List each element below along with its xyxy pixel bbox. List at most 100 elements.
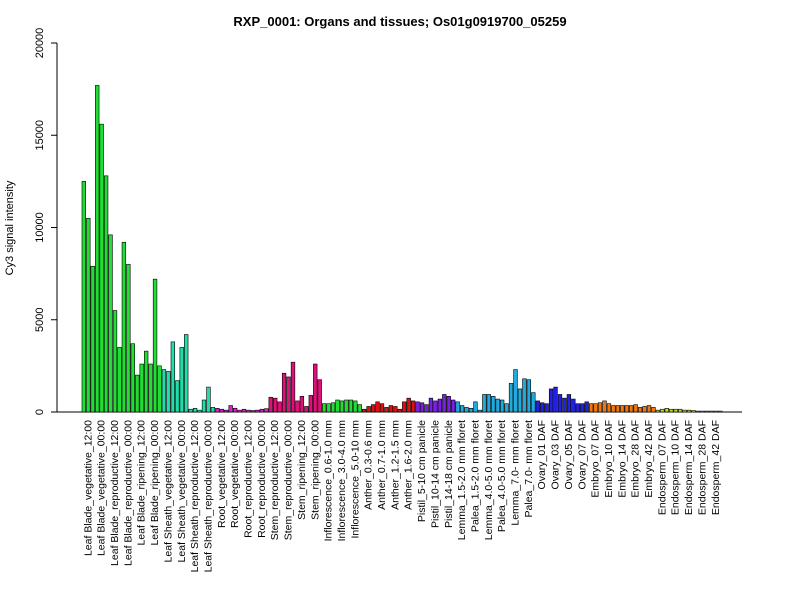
bar [709, 410, 714, 413]
bar [339, 400, 345, 413]
x-category-label: Leaf Sheath_reproductive_00:00 [202, 420, 214, 573]
x-category-label: Stem_ripening_12:00 [296, 420, 308, 520]
bar [682, 409, 687, 413]
chart-title: RXP_0001: Organs and tissues; Os01g09197… [233, 14, 566, 29]
bar [228, 405, 233, 413]
bar [379, 403, 385, 413]
bar [126, 264, 131, 413]
x-category-label: Palea_7.0- mm floret [523, 420, 535, 518]
x-category-label: Embryo_14 DAF [616, 420, 628, 498]
bar [255, 409, 260, 413]
bar [611, 405, 616, 413]
bar [597, 402, 603, 413]
x-category-label: Embryo_10 DAF [603, 420, 615, 498]
bar [669, 408, 674, 413]
x-category-label: Leaf Blade_vegetative_00:00 [96, 420, 108, 556]
bar [273, 397, 278, 413]
x-category-label: Leaf Blade_ripening_00:00 [149, 420, 161, 546]
bar [642, 406, 647, 413]
bar [362, 408, 367, 413]
bar [184, 334, 189, 413]
x-category-label: Leaf Sheath_vegetative_12:00 [162, 420, 174, 563]
bar [86, 217, 91, 413]
bar [504, 403, 509, 413]
x-category-label: Embryo_07 DAF [590, 420, 602, 498]
y-tick-label: 5000 [34, 308, 46, 332]
bar [281, 372, 287, 413]
bar [419, 402, 425, 413]
bar [166, 371, 171, 413]
x-category-label: Leaf Sheath_vegetative_00:00 [176, 420, 188, 563]
bar [148, 363, 153, 413]
x-category-label: Root_reproductive_00:00 [256, 420, 268, 538]
bar [406, 397, 411, 413]
bar [299, 396, 305, 413]
bar [264, 408, 269, 413]
bar [397, 408, 402, 413]
bar [575, 403, 580, 413]
bar [606, 403, 612, 413]
x-category-label: Ovary_07 DAF [576, 420, 588, 489]
bar [95, 85, 100, 413]
category-labels: Leaf Blade_vegetative_12:00 Leaf Blade_ve… [82, 420, 721, 573]
bar [402, 401, 407, 413]
x-category-label: Ovary_05 DAF [563, 420, 575, 489]
bar [330, 402, 336, 413]
x-category-label: Embryo_42 DAF [643, 420, 655, 498]
bar [562, 397, 567, 413]
bar [152, 278, 158, 413]
bar [522, 378, 527, 413]
x-category-label: Leaf Blade_ripening_12:00 [136, 420, 148, 546]
bar [428, 397, 434, 413]
bar [486, 394, 491, 413]
bar [393, 406, 398, 413]
bar [553, 386, 558, 413]
bar [615, 405, 621, 413]
bar [233, 408, 238, 413]
bar [468, 408, 474, 413]
x-category-label: Anther_0.7-1.0 mm [376, 420, 388, 510]
bar [90, 265, 95, 413]
bar [584, 401, 589, 413]
bar [624, 405, 629, 413]
bar [135, 374, 140, 413]
bar [326, 403, 331, 413]
bar [99, 123, 104, 413]
bar [646, 405, 652, 413]
bar [588, 403, 594, 413]
bar [686, 409, 692, 413]
bar [566, 394, 572, 413]
bar [206, 386, 211, 413]
x-category-label: Lemma_7.0- mm floret [510, 420, 522, 526]
bar [246, 409, 251, 413]
x-category-label: Endosperm_10 DAF [670, 420, 682, 515]
bar [580, 403, 585, 413]
bar [81, 181, 87, 413]
x-category-label: Root_reproductive_12:00 [243, 420, 255, 538]
x-category-label: Inflorescence_5.0-10 mm [349, 420, 361, 539]
x-category-label: Endosperm_42 DAF [710, 420, 722, 515]
x-category-label: Stem_ripening_00:00 [309, 420, 321, 520]
x-category-label: Root_vegetative_00:00 [229, 420, 241, 528]
bar [259, 408, 265, 413]
bar [455, 401, 460, 413]
x-category-label: Embryo_28 DAF [630, 420, 642, 498]
y-axis-ticks: 0 5000 10000 15000 20000 [34, 28, 57, 415]
bar [695, 410, 701, 413]
bar [433, 400, 438, 413]
bar [219, 408, 224, 413]
bar [304, 406, 309, 413]
x-category-label: Pistil_10-14 cm panicle [429, 420, 441, 528]
bar [370, 404, 376, 413]
bar [629, 405, 634, 413]
bar [424, 404, 429, 413]
bar [473, 401, 478, 413]
x-category-label: Lemma_1.5-2.0 mm floret [456, 420, 468, 540]
x-category-label: Lemma_4.0-5.0 mm floret [483, 420, 495, 540]
bar [121, 241, 127, 413]
bar [544, 403, 549, 413]
bar [175, 380, 180, 413]
bar [237, 409, 242, 413]
bar [499, 399, 505, 413]
